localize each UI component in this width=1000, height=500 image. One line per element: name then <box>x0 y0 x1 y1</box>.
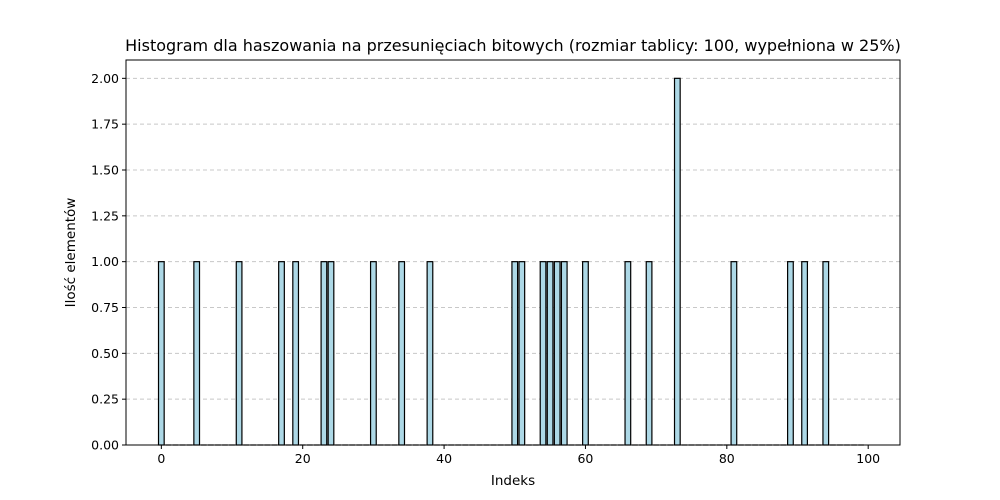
histogram-bar <box>278 261 285 446</box>
y-tick-label: 1.50 <box>91 163 119 178</box>
chart-title: Histogram dla haszowania na przesunięcia… <box>125 36 901 55</box>
histogram-bar <box>539 261 547 446</box>
x-tick-label: 0 <box>157 451 165 466</box>
histogram-bar <box>582 261 589 446</box>
histogram-bar <box>730 261 738 446</box>
histogram-bar <box>193 261 201 446</box>
plot-frame <box>125 59 901 446</box>
histogram-bar <box>398 261 406 446</box>
y-tick-label: 1.25 <box>91 208 119 223</box>
histogram-bar <box>801 261 809 446</box>
histogram-bar <box>157 261 165 446</box>
axis-ticks: 0 20 40 60 80 100 0.00 0.25 0.50 0.75 1.00 1.25 1.50… <box>91 71 880 466</box>
x-tick-label: 60 <box>577 451 593 466</box>
histogram-bar <box>327 261 335 446</box>
histogram-bar <box>426 261 434 446</box>
x-tick-label: 80 <box>719 451 735 466</box>
histogram-bar <box>624 261 632 446</box>
x-tick-label: 40 <box>436 451 452 466</box>
y-tick-label: 0.00 <box>91 438 119 453</box>
histogram-bar <box>553 261 561 446</box>
y-tick-label: 0.50 <box>91 346 119 361</box>
histogram-bar <box>560 261 568 446</box>
y-tick-label: 1.75 <box>91 117 119 132</box>
x-tick-label: 100 <box>856 451 880 466</box>
histogram-bar <box>787 261 794 446</box>
histogram-bar <box>546 261 554 446</box>
x-tick-label: 20 <box>295 451 311 466</box>
y-tick-label: 1.00 <box>91 254 119 269</box>
histogram-bar <box>369 261 377 446</box>
y-axis-label: Ilość elementów <box>63 198 79 308</box>
histogram-bar <box>235 261 243 446</box>
y-tick-label: 0.25 <box>91 392 119 407</box>
y-tick-label: 2.00 <box>91 71 119 86</box>
histogram-bar <box>511 261 519 446</box>
histogram-bar <box>673 77 681 446</box>
y-tick-label: 0.75 <box>91 300 119 315</box>
histogram-bar <box>320 261 328 446</box>
histogram-bar <box>518 261 526 446</box>
histogram-bar <box>645 261 653 446</box>
histogram-bar <box>292 261 300 446</box>
histogram-bar <box>822 261 830 446</box>
x-axis-label: Indeks <box>491 473 535 489</box>
